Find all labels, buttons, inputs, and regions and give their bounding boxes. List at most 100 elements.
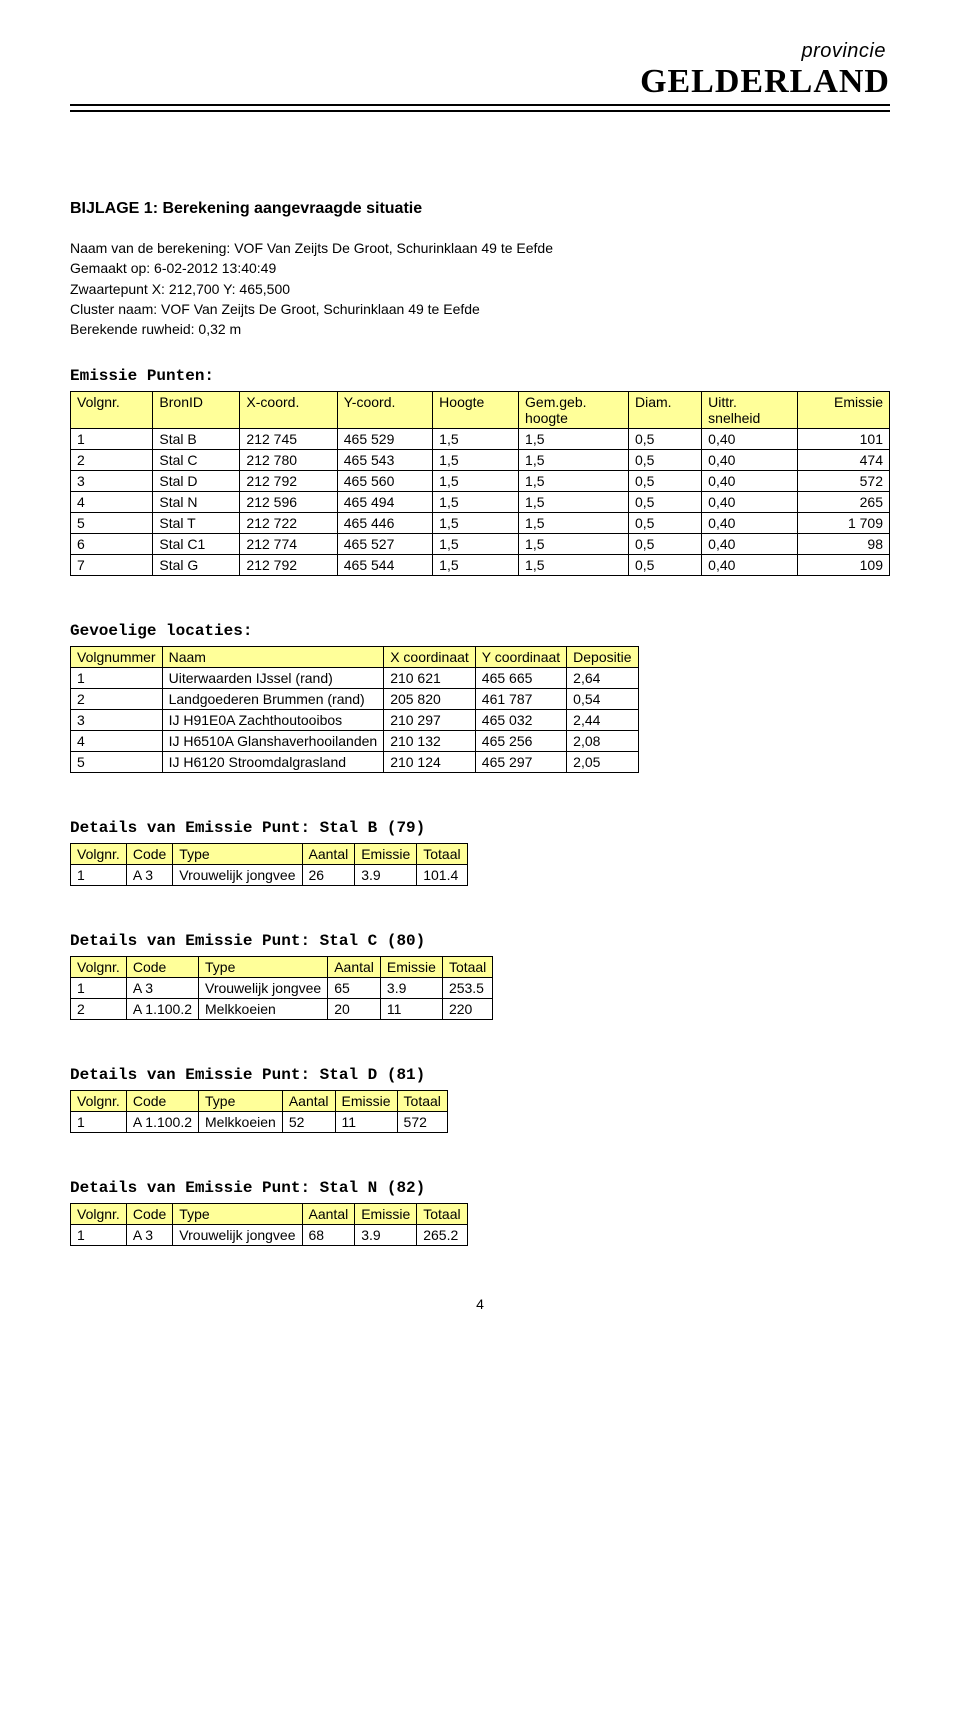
table-cell: 572: [798, 471, 890, 492]
table-cell: IJ H6510A Glanshaverhooilanden: [162, 731, 384, 752]
table-cell: 212 792: [240, 555, 337, 576]
table-header-cell: Volgnr.: [71, 957, 127, 978]
table-header-cell: Code: [126, 957, 198, 978]
table-cell: 1,5: [433, 492, 519, 513]
table-cell: 2: [71, 689, 163, 710]
table-header-cell: Naam: [162, 647, 384, 668]
table-cell: A 1.100.2: [126, 999, 198, 1020]
table-header-cell: Emissie: [380, 957, 442, 978]
table-cell: 465 527: [337, 534, 432, 555]
table-header-cell: Y-coord.: [337, 392, 432, 429]
table-cell: 3: [71, 471, 153, 492]
table-header-cell: Type: [199, 1091, 283, 1112]
table-cell: 461 787: [475, 689, 566, 710]
table-cell: 4: [71, 492, 153, 513]
table-header-cell: Volgnr.: [71, 1091, 127, 1112]
page-number: 4: [70, 1296, 890, 1312]
table-cell: 212 596: [240, 492, 337, 513]
table-cell: 212 722: [240, 513, 337, 534]
table-header-cell: Type: [199, 957, 328, 978]
meta-line: Zwaartepunt X: 212,700 Y: 465,500: [70, 279, 890, 299]
table-row: 1A 3Vrouwelijk jongvee683.9265.2: [71, 1225, 468, 1246]
table-cell: 0,5: [629, 534, 702, 555]
logo: provincie GELDERLAND: [630, 40, 890, 99]
table-cell: 0,5: [629, 513, 702, 534]
table-row: 4IJ H6510A Glanshaverhooilanden210 13246…: [71, 731, 639, 752]
table-cell: 2,08: [567, 731, 638, 752]
table-cell: 20: [328, 999, 381, 1020]
table-cell: 0,40: [702, 555, 798, 576]
table-cell: 1,5: [519, 492, 629, 513]
table-row: 5Stal T212 722465 4461,51,50,50,401 709: [71, 513, 890, 534]
table-cell: Vrouwelijk jongvee: [199, 978, 328, 999]
table-cell: 11: [380, 999, 442, 1020]
table-header-cell: Emissie: [798, 392, 890, 429]
table-cell: Melkkoeien: [199, 999, 328, 1020]
table-cell: 212 745: [240, 429, 337, 450]
table-cell: 109: [798, 555, 890, 576]
table-header-cell: Uittr.snelheid: [702, 392, 798, 429]
table-header-cell: Hoogte: [433, 392, 519, 429]
table-row: 2Landgoederen Brummen (rand)205 820461 7…: [71, 689, 639, 710]
table-cell: 68: [302, 1225, 355, 1246]
table-cell: 0,5: [629, 492, 702, 513]
table-cell: 1,5: [433, 471, 519, 492]
table-cell: Melkkoeien: [199, 1112, 283, 1133]
details-heading: Details van Emissie Punt: Stal B (79): [70, 819, 890, 837]
table-row: 6Stal C1212 774465 5271,51,50,50,4098: [71, 534, 890, 555]
table-row: 2A 1.100.2Melkkoeien2011220: [71, 999, 493, 1020]
table-header-cell: Totaal: [417, 1204, 467, 1225]
table-cell: A 3: [126, 1225, 172, 1246]
table-cell: 1: [71, 1225, 127, 1246]
table-cell: Landgoederen Brummen (rand): [162, 689, 384, 710]
table-cell: 212 780: [240, 450, 337, 471]
details-heading: Details van Emissie Punt: Stal D (81): [70, 1066, 890, 1084]
table-cell: 465 529: [337, 429, 432, 450]
table-cell: 212 792: [240, 471, 337, 492]
meta-block: Naam van de berekening: VOF Van Zeijts D…: [70, 238, 890, 339]
table-cell: 0,40: [702, 429, 798, 450]
table-cell: 1: [71, 978, 127, 999]
table-cell: 0,40: [702, 534, 798, 555]
table-header-cell: Emissie: [355, 844, 417, 865]
table-cell: 465 543: [337, 450, 432, 471]
table-header-cell: Code: [126, 1204, 172, 1225]
table-cell: 0,5: [629, 450, 702, 471]
table-row: 1Uiterwaarden IJssel (rand)210 621465 66…: [71, 668, 639, 689]
table-cell: 210 621: [384, 668, 476, 689]
table-cell: 465 446: [337, 513, 432, 534]
table-cell: 465 665: [475, 668, 566, 689]
table-cell: 1: [71, 865, 127, 886]
table-header-cell: Type: [173, 844, 302, 865]
table-cell: 1,5: [519, 450, 629, 471]
details-table: Volgnr.CodeTypeAantalEmissieTotaal1A 3Vr…: [70, 1203, 468, 1246]
table-cell: 5: [71, 513, 153, 534]
table-row: 3Stal D212 792465 5601,51,50,50,40572: [71, 471, 890, 492]
table-cell: 1,5: [433, 450, 519, 471]
table-cell: IJ H6120 Stroomdalgrasland: [162, 752, 384, 773]
table-cell: Vrouwelijk jongvee: [173, 1225, 302, 1246]
table-header-cell: Volgnr.: [71, 1204, 127, 1225]
table-row: 7Stal G212 792465 5441,51,50,50,40109: [71, 555, 890, 576]
table-cell: IJ H91E0A Zachthoutooibos: [162, 710, 384, 731]
table-cell: 1,5: [433, 534, 519, 555]
table-cell: 26: [302, 865, 355, 886]
table-row: 5IJ H6120 Stroomdalgrasland210 124465 29…: [71, 752, 639, 773]
table-cell: 220: [442, 999, 492, 1020]
logo-name: GELDERLAND: [640, 65, 890, 99]
table-cell: 3.9: [380, 978, 442, 999]
table-header-cell: Aantal: [328, 957, 381, 978]
table-header-cell: Code: [126, 1091, 198, 1112]
table-cell: Vrouwelijk jongvee: [173, 865, 302, 886]
table-cell: A 3: [126, 865, 172, 886]
table-header-cell: Totaal: [397, 1091, 447, 1112]
table-cell: 0,40: [702, 450, 798, 471]
table-cell: 2,44: [567, 710, 638, 731]
table-header-cell: BronID: [153, 392, 240, 429]
gevoelige-table: VolgnummerNaamX coordinaatY coordinaatDe…: [70, 646, 639, 773]
table-cell: Stal B: [153, 429, 240, 450]
table-cell: Uiterwaarden IJssel (rand): [162, 668, 384, 689]
table-cell: 1,5: [519, 555, 629, 576]
table-cell: 52: [282, 1112, 335, 1133]
table-header-cell: Type: [173, 1204, 302, 1225]
